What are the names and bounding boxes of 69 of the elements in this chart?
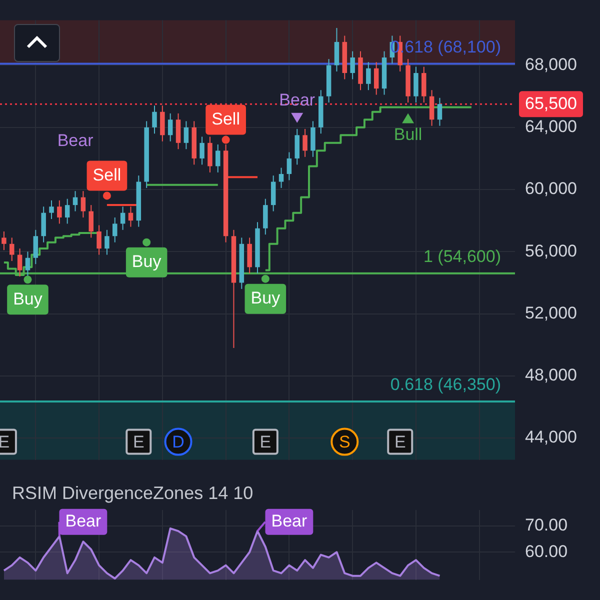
candlestick xyxy=(429,90,434,126)
chart-title: RSIM DivergenceZones 14 10 xyxy=(12,482,254,503)
y-tick-label: 70.00 xyxy=(525,515,568,534)
candlestick xyxy=(184,120,189,150)
candlestick xyxy=(96,224,102,256)
candlestick xyxy=(112,216,118,243)
annotation: E xyxy=(260,432,272,452)
annotation: Bear xyxy=(57,130,94,150)
annotation: E xyxy=(394,432,406,452)
annotation: Bear xyxy=(279,90,316,110)
candlestick xyxy=(160,105,165,142)
ref-line-label: 0.618 (46,350) xyxy=(390,375,501,394)
candlestick xyxy=(208,136,212,173)
candlestick xyxy=(437,97,442,126)
candlestick xyxy=(168,112,173,142)
candlestick xyxy=(64,198,70,224)
candlestick xyxy=(278,167,284,188)
y-tick-label: 56,000 xyxy=(525,241,577,260)
candlestick xyxy=(17,248,22,278)
candlestick xyxy=(294,128,300,166)
candlestick xyxy=(216,144,220,173)
candlestick xyxy=(104,229,110,256)
candlestick xyxy=(49,200,54,220)
candlestick xyxy=(41,206,46,243)
candlestick xyxy=(366,62,371,91)
candlestick xyxy=(422,66,426,104)
candlestick xyxy=(80,190,86,218)
y-tick-label: 60,000 xyxy=(525,179,577,198)
candlestick xyxy=(200,136,204,166)
candlestick xyxy=(374,62,379,96)
candlestick xyxy=(88,204,94,238)
annotation: D xyxy=(172,432,184,452)
candlestick xyxy=(334,27,340,72)
candlestick xyxy=(33,229,38,265)
y-tick-label: 52,000 xyxy=(525,303,577,322)
candlestick xyxy=(350,50,355,80)
candlestick xyxy=(176,112,181,150)
candlestick xyxy=(10,237,14,262)
ref-line-label: 1 (54,600) xyxy=(424,247,501,266)
candlestick xyxy=(120,206,126,230)
annotation: Buy xyxy=(250,288,281,308)
y-tick-label: 48,000 xyxy=(525,366,577,385)
candlestick xyxy=(414,66,418,104)
annotation: S xyxy=(338,432,350,452)
annotation: Buy xyxy=(132,252,162,272)
candlestick xyxy=(72,190,78,212)
candlestick xyxy=(302,128,308,158)
y-tick-label: 68,000 xyxy=(525,54,577,74)
annotation: Bear xyxy=(271,512,308,531)
annotation: Bull xyxy=(394,124,422,144)
y-tick-label: 60.00 xyxy=(525,542,568,561)
candlestick xyxy=(263,198,268,236)
ref-line-label: 65,500 xyxy=(525,94,577,113)
candlestick xyxy=(310,120,316,158)
candlestick xyxy=(152,105,157,134)
candlestick xyxy=(286,152,292,181)
candlestick xyxy=(270,175,276,212)
annotation: Bear xyxy=(65,512,102,531)
annotation: Sell xyxy=(212,109,240,128)
candlestick xyxy=(2,230,6,251)
y-tick-label: 44,000 xyxy=(525,428,577,447)
annotation: Sell xyxy=(92,165,122,184)
candlestick xyxy=(128,206,134,228)
candlestick xyxy=(247,237,252,274)
annotation: Buy xyxy=(13,289,43,308)
candlestick xyxy=(57,200,62,224)
annotation: E xyxy=(132,432,144,452)
y-tick-label: 64,000 xyxy=(525,117,577,136)
annotation: E xyxy=(0,432,10,452)
